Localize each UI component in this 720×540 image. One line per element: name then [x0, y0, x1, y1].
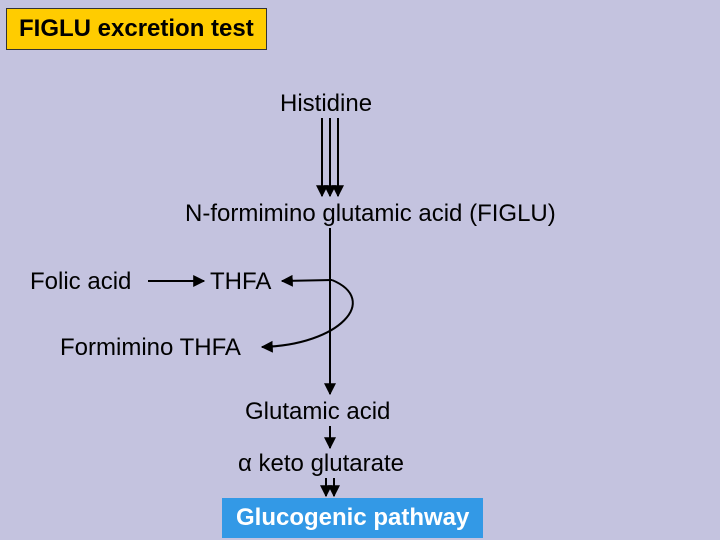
- node-histidine: Histidine: [280, 90, 372, 118]
- node-thfa: THFA: [210, 268, 271, 296]
- node-glutamic-acid: Glutamic acid: [245, 398, 390, 426]
- arrow-recycle-curve: [262, 280, 353, 347]
- arrow-recycle-to-thfa: [282, 280, 332, 281]
- node-formimino-thfa: Formimino THFA: [60, 334, 241, 362]
- node-keto-glutarate: α keto glutarate: [238, 450, 404, 478]
- node-figlu: N-formimino glutamic acid (FIGLU): [185, 200, 556, 228]
- pathway-box: Glucogenic pathway: [222, 498, 483, 538]
- title-box: FIGLU excretion test: [6, 8, 267, 50]
- node-folic-acid: Folic acid: [30, 268, 131, 296]
